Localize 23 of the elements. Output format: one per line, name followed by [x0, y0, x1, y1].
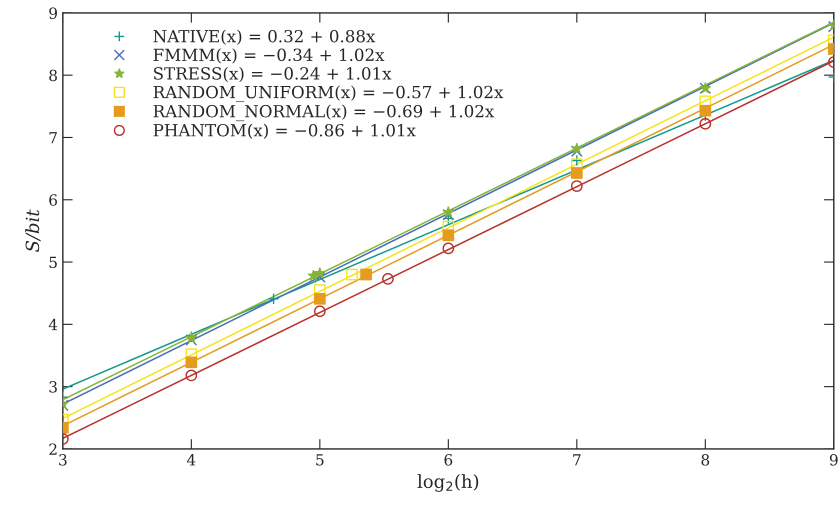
- x-axis-title: log$_{2}$(h): [418, 474, 478, 492]
- y-tick-label: 8: [49, 70, 57, 82]
- x-tick-label: 3: [59, 454, 67, 466]
- legend-label: STRESS(x) = −0.24 + 1.01x: [154, 66, 392, 82]
- legend-label: PHANTOM(x) = −0.86 + 1.01x: [154, 124, 416, 139]
- legend-label: NATIVE(x) = 0.32 + 0.88x: [153, 30, 376, 45]
- y-tick-label: 4: [48, 318, 58, 330]
- x-tick-label: 9: [830, 454, 838, 466]
- legend-label: RANDOM_NORMAL(x) = −0.69 + 1.02x: [154, 104, 494, 122]
- legend-label: FMMM(x) = −0.34 + 1.02x: [154, 48, 384, 64]
- x-tick-label: 5: [316, 454, 324, 466]
- y-tick-label: 3: [49, 381, 57, 393]
- y-tick-label: 5: [50, 256, 57, 268]
- y-tick-label: 6: [49, 194, 58, 206]
- y-tick-label: 2: [49, 443, 56, 455]
- y-axis-title: S/bit: [25, 209, 41, 252]
- x-tick-label: 7: [573, 454, 581, 466]
- x-tick-label: 6: [444, 454, 452, 466]
- y-tick-label: 7: [50, 132, 57, 144]
- legend-label: RANDOM_UNIFORM(x) = −0.57 + 1.02x: [154, 85, 504, 102]
- x-tick-label: 8: [701, 454, 710, 466]
- x-tick-label: 4: [186, 454, 196, 466]
- y-tick-label: 9: [49, 7, 57, 19]
